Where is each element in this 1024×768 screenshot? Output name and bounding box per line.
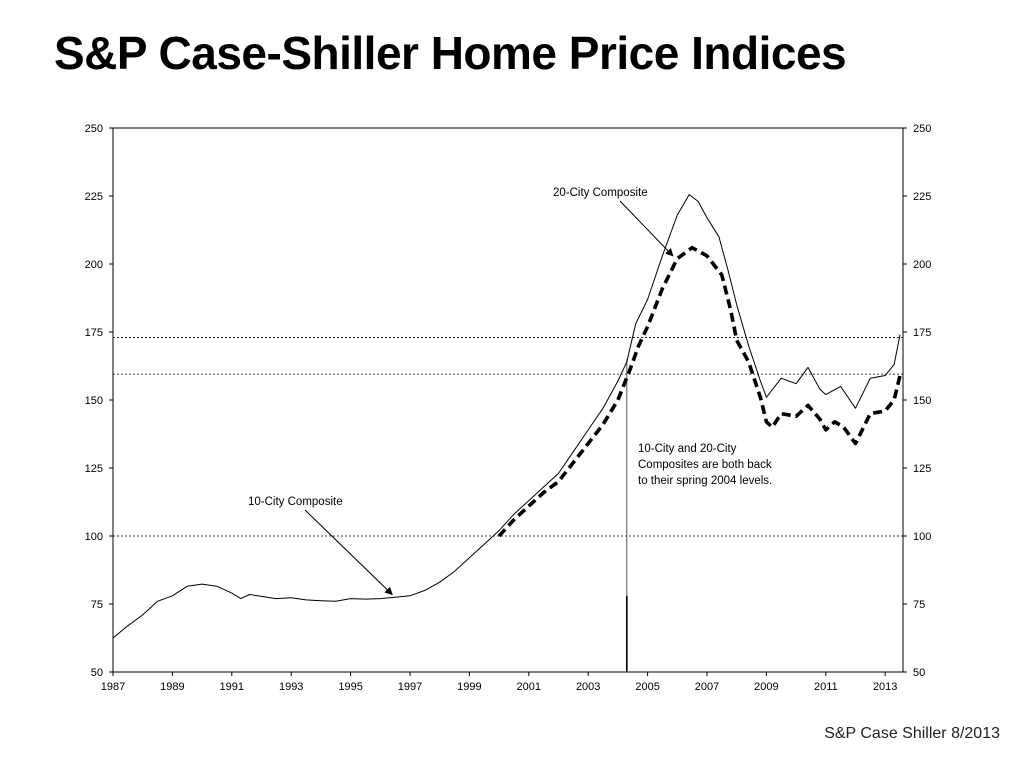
y-axis-ticks: 50 50 75 75 100 100 125 125 150 150 175 175 200 200 22… <box>85 123 932 679</box>
x-tick-label: 2003 <box>576 681 600 693</box>
y-tick-label-right: 150 <box>913 395 931 407</box>
y-tick-label-right: 250 <box>913 123 931 135</box>
y-tick-label-right: 200 <box>913 259 931 271</box>
x-tick-label: 2005 <box>635 681 659 693</box>
ten-city-arrow <box>304 509 393 596</box>
x-tick-label: 2011 <box>814 681 838 693</box>
y-tick-label-right: 225 <box>913 191 931 203</box>
reference-lines <box>113 337 903 537</box>
series-group <box>112 194 902 639</box>
y-tick-label-left: 175 <box>85 327 103 339</box>
x-tick-label: 2013 <box>873 681 897 693</box>
y-tick-label-right: 175 <box>913 327 931 339</box>
note-line-1: 10-City and 20-City <box>638 443 737 455</box>
plot-frame <box>112 127 904 673</box>
x-tick-label: 1987 <box>101 681 125 693</box>
annotation-arrows <box>304 200 674 596</box>
y-tick-label-left: 200 <box>85 259 103 271</box>
y-tick-label-right: 100 <box>913 531 931 543</box>
x-tick-label: 2009 <box>754 681 778 693</box>
y-tick-label-left: 75 <box>91 599 103 611</box>
note-line-2: Composites are both back <box>638 459 772 471</box>
y-tick-label-left: 50 <box>91 667 103 679</box>
ten-city-label: 10-City Composite <box>248 496 343 508</box>
y-tick-label-left: 100 <box>85 531 103 543</box>
x-tick-label: 2007 <box>695 681 719 693</box>
note-line-3: to their spring 2004 levels. <box>638 475 772 487</box>
slide-title: S&P Case-Shiller Home Price Indices <box>54 27 847 79</box>
y-tick-label-right: 125 <box>913 463 931 475</box>
y-tick-label-left: 225 <box>85 191 103 203</box>
x-tick-label: 1993 <box>279 681 303 693</box>
y-tick-label-left: 150 <box>85 395 103 407</box>
source-note: S&P Case Shiller 8/2013 <box>824 725 1000 742</box>
x-tick-label: 1991 <box>220 681 244 693</box>
x-axis-ticks: 1987 1989 1991 1993 1995 1997 1999 2001 2003 2005… <box>101 672 897 693</box>
x-tick-label: 1999 <box>457 681 481 693</box>
twenty-city-arrow <box>619 200 674 257</box>
series-line-solid <box>112 194 901 639</box>
x-tick-label: 2001 <box>517 681 541 693</box>
series-line-dashed <box>497 245 902 538</box>
y-tick-label-left: 250 <box>85 123 103 135</box>
x-tick-label: 1995 <box>338 681 362 693</box>
x-tick-label: 1997 <box>398 681 422 693</box>
y-tick-label-right: 75 <box>913 599 925 611</box>
twenty-city-label: 20-City Composite <box>553 187 648 199</box>
y-tick-label-right: 50 <box>913 667 925 679</box>
x-tick-label: 1989 <box>160 681 184 693</box>
y-tick-label-left: 125 <box>85 463 103 475</box>
